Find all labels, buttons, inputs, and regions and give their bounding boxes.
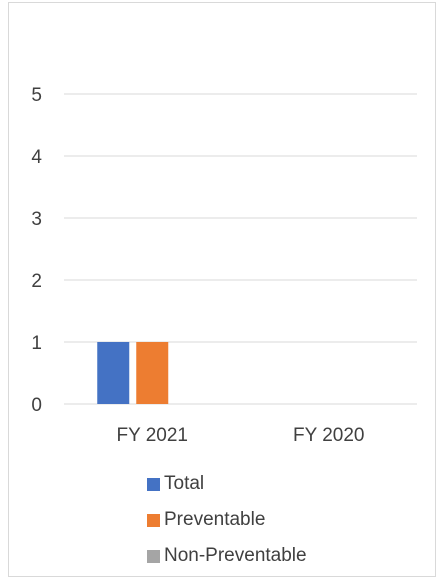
legend-swatch <box>147 513 160 527</box>
legend: Total Preventable Non-Preventable <box>147 466 307 574</box>
x-tick-label: FY 2020 <box>293 425 364 446</box>
y-tick-label: 3 <box>31 209 42 230</box>
y-tick-label: 4 <box>31 147 42 168</box>
bars <box>97 342 169 404</box>
y-tick-label: 2 <box>31 271 42 292</box>
legend-label: Non-Preventable <box>164 545 307 566</box>
legend-item: Preventable <box>147 502 307 538</box>
bar-total-fy-2021 <box>97 342 130 404</box>
x-axis-tick-labels: FY 2021 FY 2020 <box>117 425 365 446</box>
chart-frame <box>8 2 436 577</box>
y-tick-label: 0 <box>31 395 42 416</box>
y-axis-tick-labels: 0 1 2 3 4 5 <box>31 85 42 416</box>
legend-swatch <box>147 477 160 491</box>
legend-item: Total <box>147 466 307 502</box>
legend-item: Non-Preventable <box>147 538 307 574</box>
x-tick-label: FY 2021 <box>117 425 188 446</box>
y-tick-label: 1 <box>31 333 42 354</box>
bar-preventable-fy-2021 <box>136 342 169 404</box>
y-tick-label: 5 <box>31 85 42 106</box>
legend-swatch <box>147 549 160 563</box>
legend-label: Total <box>164 473 205 494</box>
legend-label: Preventable <box>164 509 266 530</box>
